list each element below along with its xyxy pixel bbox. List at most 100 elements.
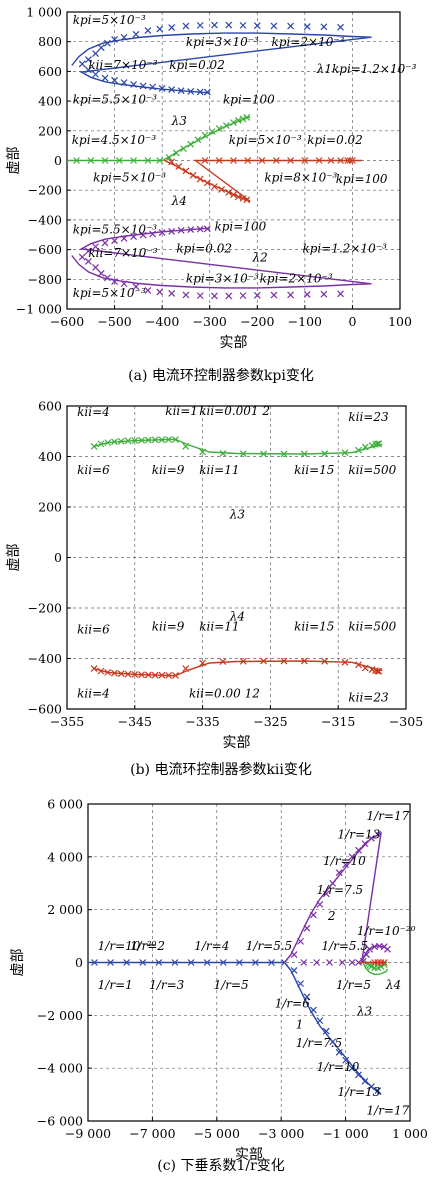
data-point [156, 288, 164, 296]
chart-panel-0: −600 −500 −400 −300 −200 −100 0 100 −1 000 −800 −6… [6, 5, 417, 385]
data-point [361, 840, 369, 848]
data-point [252, 959, 259, 966]
y-tick-label: 200 [38, 123, 62, 138]
data-point [199, 448, 207, 456]
data-point [230, 157, 237, 164]
data-point [168, 228, 176, 235]
annotation: 1/r=10 [323, 854, 366, 868]
data-point [303, 291, 311, 298]
data-point [239, 115, 247, 123]
annotation: kpi=100 [336, 172, 388, 186]
series-curve-1 [93, 660, 383, 677]
data-point [104, 39, 111, 47]
annotation: 1/r=3 [149, 978, 184, 992]
chart-caption: (b) 电流环控制器参数kii变化 [130, 761, 312, 778]
chart-caption: (a) 电流环控制器参数kpi变化 [128, 367, 314, 384]
annotation: 1/r=1 [98, 978, 133, 992]
data-point [290, 967, 298, 974]
data-point [280, 657, 288, 665]
y-tick-label: 400 [38, 449, 62, 464]
annotation: kii=15 [294, 620, 334, 634]
annotation: kpi=5×10⁻³ [229, 133, 302, 147]
annotation: kii=4 [77, 405, 110, 419]
data-point [111, 76, 118, 84]
data-point [270, 22, 278, 30]
data-point [84, 247, 92, 255]
annotation: 1/r=5 [336, 978, 371, 992]
annotation: kpi=5.5×10⁻³ [73, 222, 158, 236]
data-point [196, 88, 204, 96]
annotation: kii=1 [165, 404, 198, 418]
data-point [366, 945, 374, 953]
data-point [87, 157, 95, 164]
data-point [253, 22, 261, 30]
data-point [239, 194, 247, 202]
data-point [104, 274, 111, 282]
data-point [171, 959, 179, 966]
data-point [144, 671, 152, 679]
data-point [158, 229, 166, 236]
y-tick-label: 600 [38, 399, 62, 414]
data-point [131, 437, 139, 445]
x-tick-label: −300 [193, 314, 227, 329]
annotation: 1/r=13 [338, 827, 381, 841]
data-point [361, 1077, 369, 1085]
x-tick-label: −100 [288, 314, 322, 329]
data-point [196, 175, 204, 183]
annotation: kii=4 [77, 687, 110, 701]
data-point [120, 235, 128, 242]
data-point [355, 846, 362, 854]
y-tick-label: 2 000 [47, 902, 83, 917]
data-point [168, 158, 176, 166]
y-tick-label: −1 000 [16, 302, 62, 317]
data-point [211, 21, 218, 29]
data-point [111, 36, 118, 43]
x-tick-label: −355 [50, 714, 84, 729]
data-point [201, 131, 209, 139]
annotation: kii=23 [348, 410, 389, 424]
data-point [132, 30, 140, 38]
data-point [144, 287, 152, 294]
data-point [182, 665, 190, 673]
data-point [219, 658, 227, 665]
data-point [348, 1064, 356, 1072]
annotation: λ1kpi=1.2×10⁻³ [316, 62, 417, 76]
data-point [165, 671, 173, 679]
data-point [239, 450, 247, 458]
data-point [222, 122, 230, 130]
data-point [189, 171, 197, 179]
data-point [187, 959, 195, 966]
data-point [91, 959, 98, 966]
x-tick-label: −335 [185, 714, 219, 729]
data-point [374, 1087, 382, 1095]
y-tick-label: 200 [38, 500, 62, 515]
annotation: kpi=3×10⁻³ [186, 35, 259, 49]
annotation: 1/r=7.5 [296, 1036, 343, 1050]
data-point [355, 661, 362, 669]
annotation: λ3 [171, 114, 188, 128]
data-point [225, 189, 233, 196]
data-point [151, 671, 159, 679]
data-point [92, 263, 99, 271]
series-group [90, 436, 383, 679]
data-point [367, 1083, 375, 1091]
data-point [73, 157, 80, 164]
data-point [253, 291, 261, 299]
data-point [97, 269, 105, 277]
annotation: 1/r=5.5 [246, 939, 293, 953]
series-curve-0 [93, 438, 383, 455]
data-point [138, 436, 146, 444]
annotation: λ3 [229, 507, 246, 521]
data-point [111, 438, 118, 446]
data-point [225, 21, 233, 29]
data-point [211, 183, 218, 190]
data-point [84, 66, 92, 74]
y-tick-label: −800 [28, 272, 62, 287]
data-point [348, 853, 356, 861]
data-point [342, 1056, 350, 1064]
annotation: kii=15 [294, 463, 334, 477]
data-point [84, 56, 92, 63]
data-point [346, 157, 354, 164]
data-point [172, 671, 179, 679]
data-point [177, 87, 185, 95]
